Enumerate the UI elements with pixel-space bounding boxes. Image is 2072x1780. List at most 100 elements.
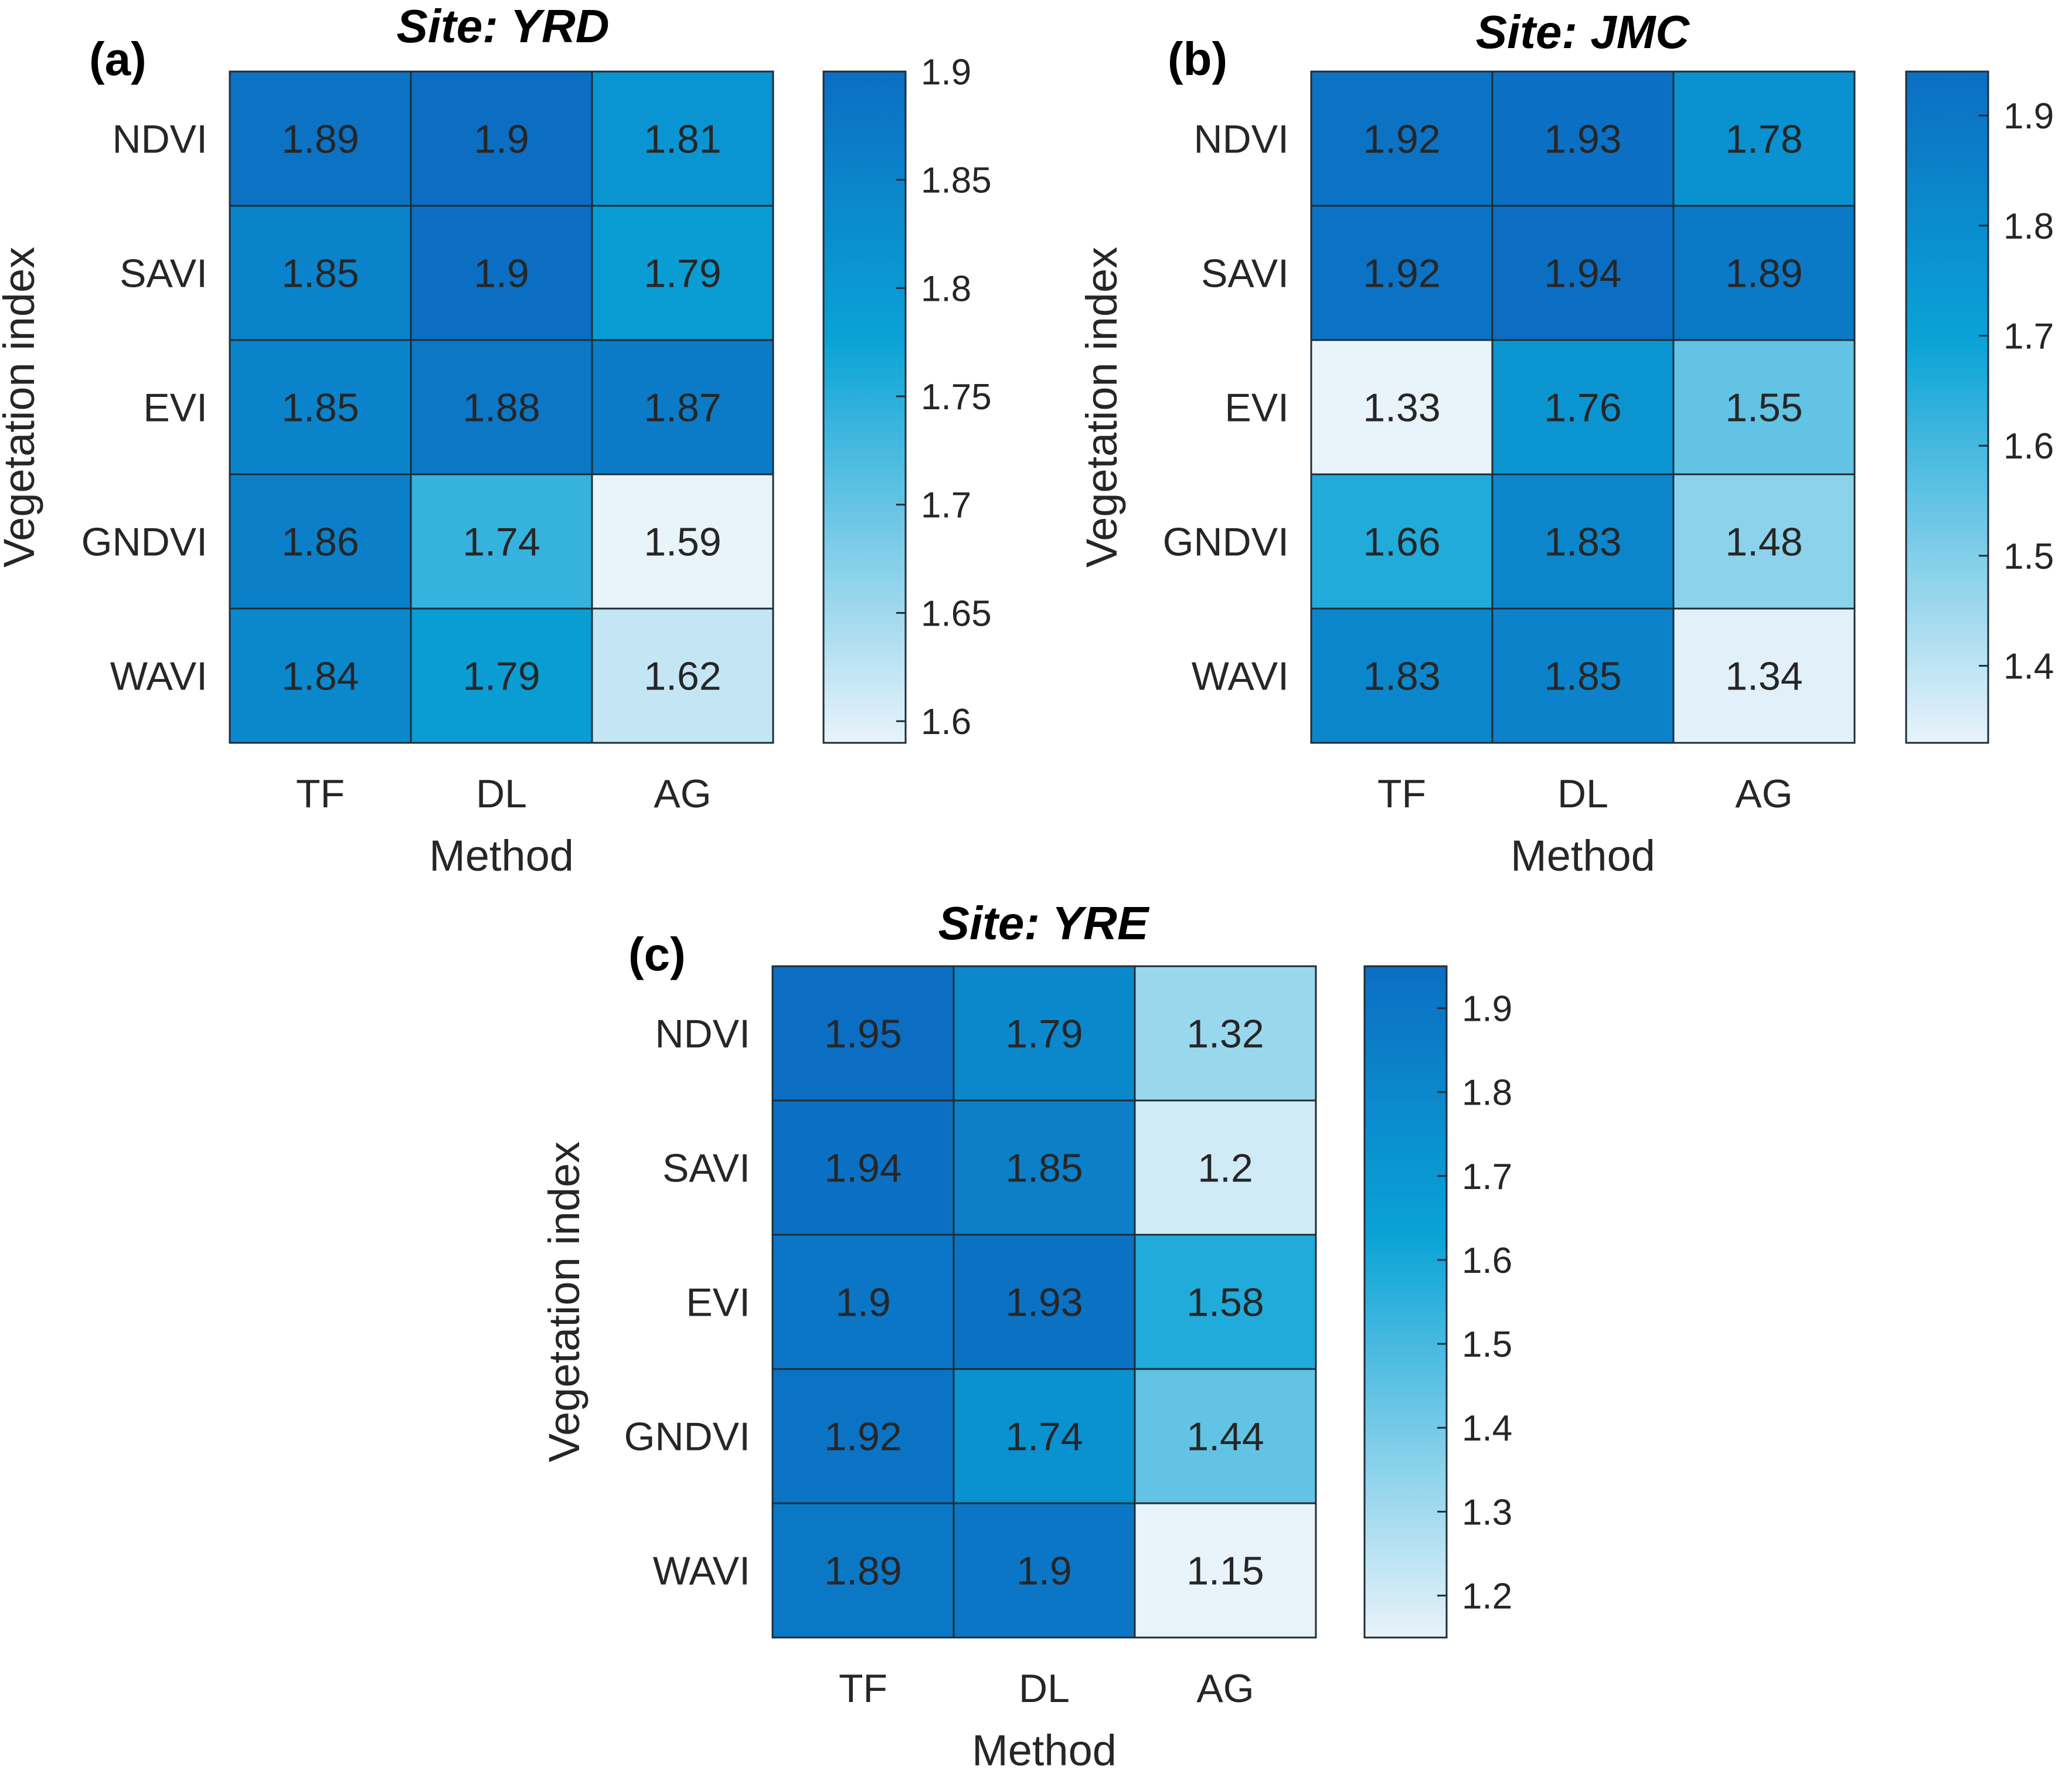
heatmap-cell [1310, 70, 1493, 207]
chart-title: Site: YRD [396, 0, 609, 52]
heatmap-cell [410, 70, 593, 207]
x-tick-label: TF [839, 1666, 887, 1711]
cell-value-label: 1.88 [462, 386, 540, 430]
heatmap-cell [410, 607, 593, 744]
cell-value-label: 1.85 [1544, 654, 1621, 699]
heatmap-cell [410, 205, 593, 341]
y-tick-label: SAVI [1201, 252, 1289, 296]
cell-value-label: 1.79 [1005, 1012, 1083, 1057]
colorbar-tick-label: 1.4 [1462, 1408, 1512, 1449]
y-tick-label: EVI [143, 386, 207, 430]
heatmap-cell [1672, 473, 1856, 610]
cell-value-label: 1.85 [281, 252, 359, 296]
heatmap-cell [1134, 1368, 1317, 1504]
cell-value-label: 1.79 [462, 654, 540, 699]
heatmap-cell [771, 1502, 955, 1639]
heatmap-cell [1491, 70, 1675, 207]
cell-value-label: 1.78 [1725, 117, 1802, 162]
heatmap-cell [1672, 339, 1856, 475]
y-tick-label: WAVI [110, 654, 207, 699]
colorbar-tick-label: 1.4 [2003, 647, 2054, 687]
cell-value-label: 1.85 [1005, 1146, 1083, 1191]
chart-title: Site: JMC [1476, 6, 1690, 58]
cell-value-label: 1.2 [1197, 1146, 1253, 1191]
cell-value-label: 1.55 [1725, 386, 1802, 430]
colorbar [822, 70, 907, 744]
cell-value-label: 1.94 [824, 1146, 901, 1191]
cell-value-label: 1.9 [1016, 1549, 1072, 1594]
heatmap-panel-c: Site: YRE (c) 1.95 1.79 1.32 1.94 1.85 1.2 1.9 1.… [540, 897, 1512, 1775]
heatmap-cell [1491, 339, 1675, 475]
heatmap-cell [591, 473, 774, 610]
colorbar-tick-label: 1.3 [1462, 1492, 1512, 1533]
heatmap-cell [1491, 205, 1675, 341]
x-axis-title: Method [429, 831, 574, 880]
heatmap-cell [591, 607, 774, 744]
panel-label: (a) [89, 33, 147, 85]
y-tick-label: WAVI [1192, 654, 1289, 699]
cell-value-label: 1.48 [1725, 520, 1802, 565]
cell-value-label: 1.86 [281, 520, 359, 565]
x-axis-title: Method [1510, 831, 1655, 880]
x-tick-label: TF [296, 772, 345, 816]
heatmap-cell [229, 473, 412, 610]
colorbar-tick-label: 1.6 [921, 702, 971, 742]
heatmap-cell [771, 1234, 955, 1370]
heatmap-cell [1672, 70, 1856, 207]
heatmap-cell [952, 1099, 1136, 1236]
heatmap-cell [1134, 1234, 1317, 1370]
cell-value-label: 1.92 [824, 1415, 901, 1459]
x-tick-label: DL [476, 772, 527, 816]
colorbar-tick-label: 1.85 [921, 161, 992, 201]
cell-value-label: 1.15 [1186, 1549, 1264, 1594]
y-tick-label: NDVI [655, 1012, 750, 1057]
x-tick-label: AG [1735, 772, 1792, 816]
heatmap-cell [229, 607, 412, 744]
heatmap-cell [1310, 607, 1493, 744]
colorbar-tick-label: 1.5 [2003, 536, 2054, 577]
cell-value-label: 1.9 [474, 252, 529, 296]
cell-value-label: 1.44 [1186, 1415, 1264, 1459]
colorbar-tick-label: 1.9 [1462, 989, 1512, 1030]
cell-value-label: 1.87 [644, 386, 721, 430]
heatmap-cell [591, 70, 774, 207]
cell-value-label: 1.9 [835, 1280, 891, 1325]
cell-value-label: 1.32 [1186, 1012, 1264, 1057]
cell-value-label: 1.58 [1186, 1280, 1264, 1325]
chart-title: Site: YRE [938, 897, 1150, 949]
cell-value-label: 1.79 [644, 252, 721, 296]
heatmap-cell [771, 1368, 955, 1504]
y-tick-label: WAVI [653, 1549, 750, 1594]
cell-value-label: 1.74 [462, 520, 540, 565]
heatmap-cell [1134, 965, 1317, 1102]
colorbar-tick-label: 1.9 [2003, 96, 2054, 137]
colorbar-tick-label: 1.65 [921, 593, 992, 634]
heatmap-cell [591, 205, 774, 341]
panel-label: (c) [628, 928, 686, 980]
x-tick-label: AG [654, 772, 711, 816]
heatmap-cell [229, 205, 412, 341]
heatmap-cell [1310, 339, 1493, 475]
cell-value-label: 1.76 [1544, 386, 1621, 430]
heatmap-cell [1134, 1099, 1317, 1236]
panel-label: (b) [1168, 33, 1227, 85]
y-tick-label: SAVI [662, 1146, 750, 1191]
cell-value-label: 1.89 [824, 1549, 901, 1594]
colorbar-tick-label: 1.8 [921, 269, 971, 309]
cell-value-label: 1.66 [1363, 520, 1440, 565]
colorbar-tick-label: 1.9 [921, 52, 971, 93]
cell-value-label: 1.34 [1725, 654, 1802, 699]
y-tick-label: NDVI [1194, 117, 1289, 162]
cell-value-label: 1.62 [644, 654, 721, 699]
heatmap-cell [771, 1099, 955, 1236]
y-tick-label: NDVI [113, 117, 207, 162]
y-tick-label: GNDVI [81, 520, 207, 565]
colorbar-tick-label: 1.7 [921, 485, 971, 526]
y-axis-title: Vegetation index [1077, 247, 1126, 568]
colorbar-tick-label: 1.7 [2003, 316, 2054, 356]
y-tick-label: EVI [1224, 386, 1289, 430]
colorbar-tick-label: 1.8 [1462, 1073, 1512, 1113]
y-axis-title: Vegetation index [0, 247, 43, 568]
heatmap-cell [1672, 205, 1856, 341]
colorbar-tick-label: 1.8 [2003, 206, 2054, 247]
